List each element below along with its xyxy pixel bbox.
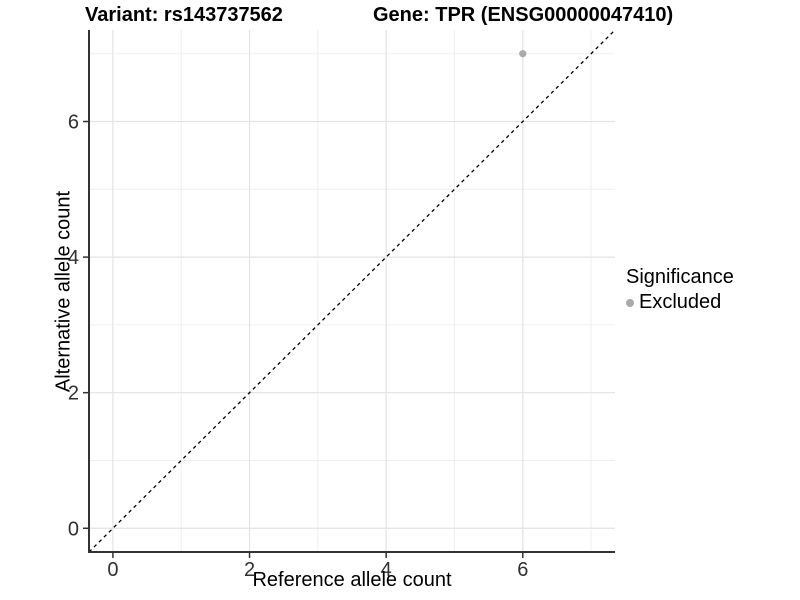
legend-item-label: Excluded [639,291,722,313]
data-point-excluded [519,50,527,58]
y-axis-tick-label: 4 [68,247,79,269]
y-axis-title: Alternative allele count [52,190,75,393]
x-axis-tick-label: 0 [107,559,118,581]
legend-item-excluded: Excluded [626,291,734,314]
y-axis-tick-label: 6 [68,112,79,134]
x-axis-tick-label: 6 [517,559,528,581]
legend-title: Significance [626,266,734,288]
x-axis-tick-label: 2 [244,559,255,581]
y-axis-tick-label: 2 [68,383,79,405]
y-axis-tick-label: 0 [68,518,79,540]
x-axis-tick-label: 4 [381,559,392,581]
identity-dashed-line [88,29,616,553]
legend: Significance Excluded [626,266,734,314]
plot-title-variant: Variant: rs143737562 [85,4,283,26]
x-axis-title: Reference allele count [252,569,452,591]
excluded-point-swatch [626,298,634,307]
plot-title-gene: Gene: TPR (ENSG00000047410) [373,4,674,26]
